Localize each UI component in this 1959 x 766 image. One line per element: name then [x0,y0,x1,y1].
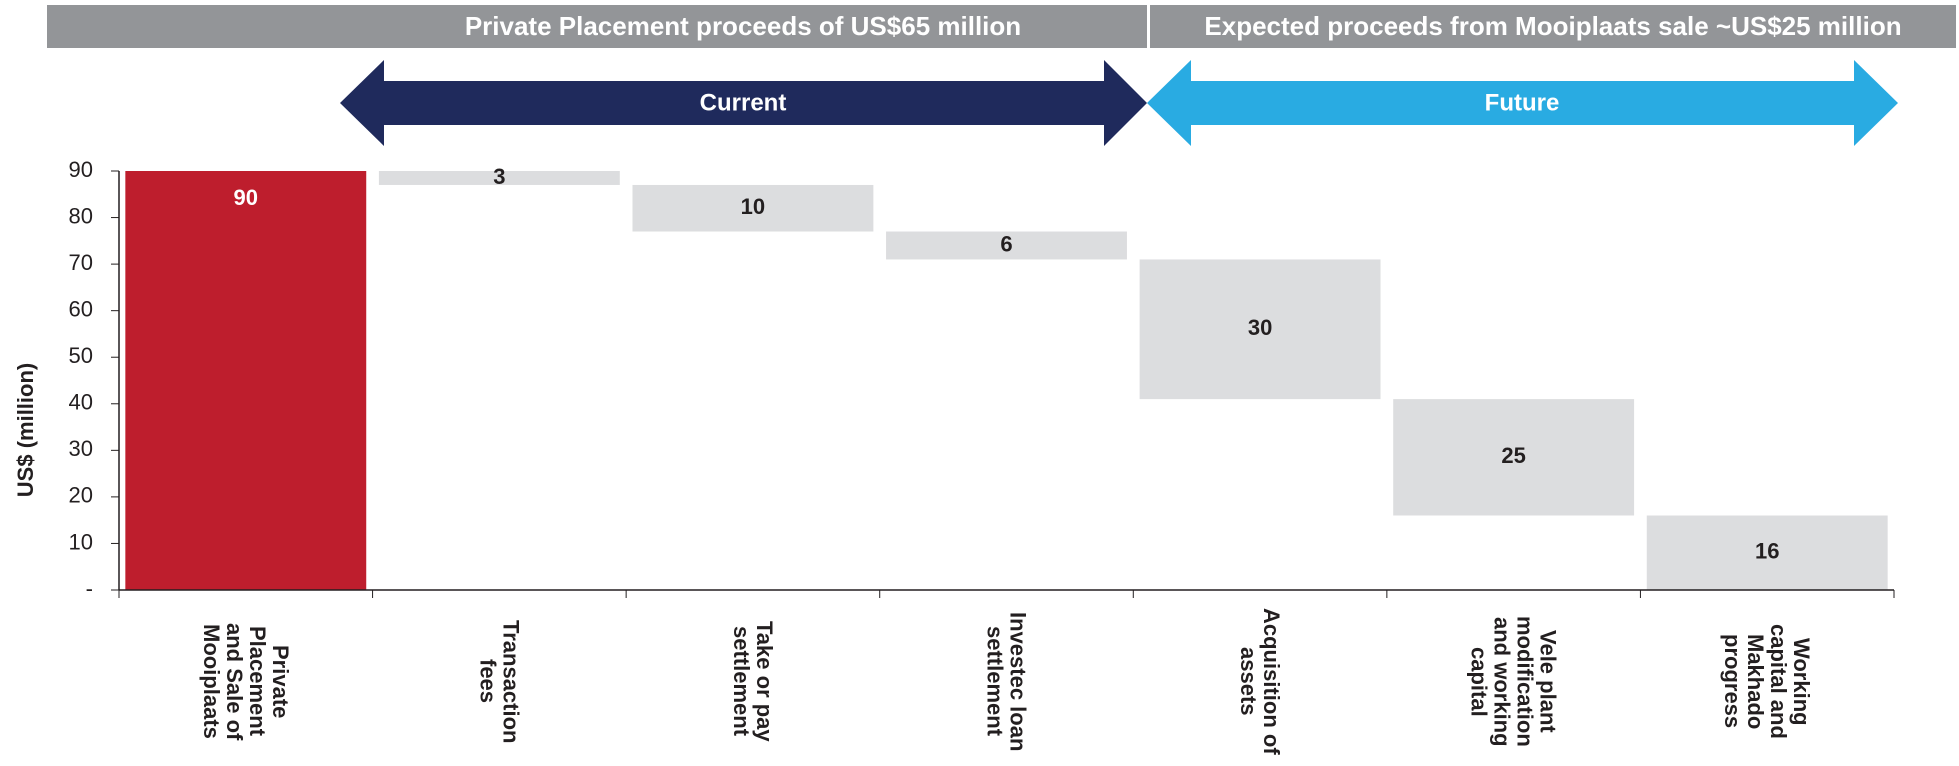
value-label: 90 [234,185,258,210]
x-tick-label: Transaction fees [475,619,524,744]
x-tick-label: Investec loan settlement [982,611,1031,752]
bar [1646,515,1888,590]
banner [1150,5,1956,48]
bar [125,171,367,590]
y-tick-label: 30 [69,436,93,461]
bar [378,171,620,185]
bar [886,231,1127,260]
banner-text: Expected proceeds from Mooiplaats sale ~… [1204,11,1901,41]
x-tick-label: Working capital and Makhado progress [1720,624,1815,739]
y-axis-title: US$ (million) [13,363,38,497]
bar [1139,259,1381,400]
value-label: 25 [1501,443,1525,468]
banner [47,5,1147,48]
y-tick-label: 60 [69,296,93,321]
x-tick-label: Acquisition of assets [1236,608,1285,755]
y-tick-label: 80 [69,203,93,228]
phase-label: Future [1485,89,1560,116]
arrow [340,60,1147,146]
value-label: 30 [1248,315,1272,340]
x-tick-label: Take or pay settlement [728,621,777,742]
banner-text: Private Placement proceeds of US$65 mill… [465,11,1021,41]
y-tick-label: 70 [69,250,93,275]
x-tick-label: Private Placement and Sale of Mooiplaats [198,622,293,741]
value-label: 6 [1000,231,1012,256]
value-label: 3 [493,164,505,189]
y-tick-label: 50 [69,343,93,368]
bar [1393,399,1635,516]
value-label: 10 [741,194,765,219]
bar [632,184,874,232]
value-label: 16 [1755,539,1779,564]
y-tick-label: 10 [69,529,93,554]
y-tick-label: 20 [69,483,93,508]
y-tick-label: 40 [69,390,93,415]
x-tick-label: Vele plant modification and working capi… [1466,616,1561,747]
phase-label: Current [700,89,787,116]
arrow [1147,60,1898,146]
y-tick-label: 90 [69,157,93,182]
y-tick-label: - [86,576,93,601]
